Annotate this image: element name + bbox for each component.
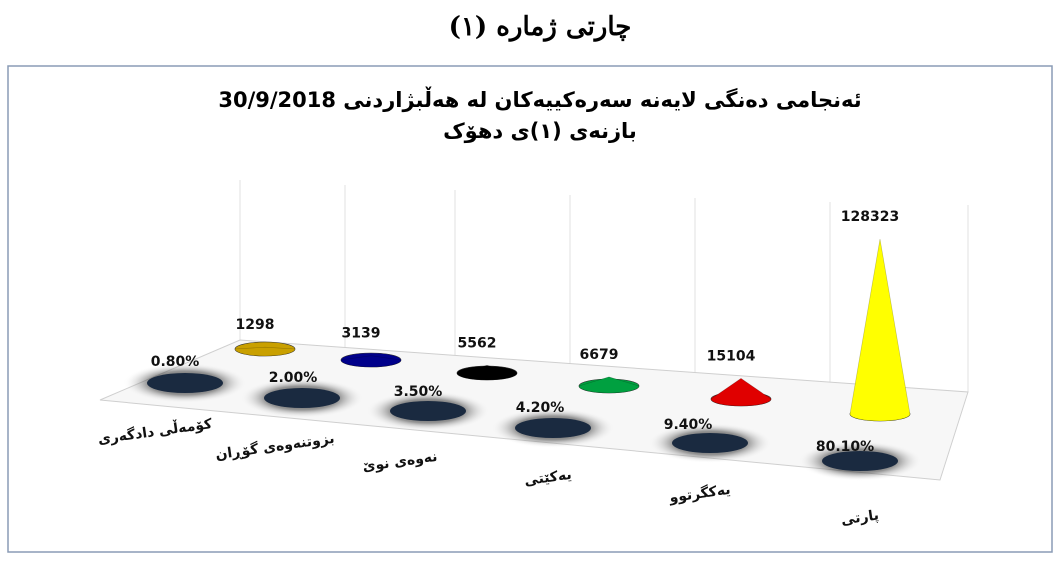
category-label: پارتی <box>840 507 880 528</box>
cone <box>849 238 911 422</box>
share-label: 2.00% <box>269 370 318 386</box>
cone-part <box>234 346 296 357</box>
cone <box>340 352 402 368</box>
back-wall <box>239 180 969 392</box>
value-label: 6679 <box>580 347 619 363</box>
cone <box>710 378 772 407</box>
cone <box>234 341 296 357</box>
share-disc <box>147 373 223 393</box>
share-label: 4.20% <box>516 400 565 416</box>
cone-part <box>710 378 772 407</box>
chart-subtitle: بازنەی (١)ی دهۆک <box>443 119 637 143</box>
page-header: چارتی ژمارە (١) <box>449 12 632 42</box>
share-label: 0.80% <box>151 354 200 370</box>
share-disc <box>672 433 748 453</box>
value-label: 5562 <box>458 335 497 351</box>
cone-part <box>578 376 640 394</box>
cone-part <box>456 365 518 381</box>
value-label: 15104 <box>707 348 756 364</box>
chart-title: ئەنجامی دەنگی لایەنە سەرەکییەکان لە هەڵب… <box>218 86 861 112</box>
share-label: 80.10% <box>816 439 874 455</box>
cone-part <box>849 238 911 422</box>
value-label: 3139 <box>342 326 381 342</box>
share-label: 3.50% <box>394 384 443 400</box>
share-label: 9.40% <box>664 417 713 433</box>
category-label: یەکێتی <box>523 467 572 489</box>
value-label: 1298 <box>236 317 275 333</box>
share-disc <box>264 388 340 408</box>
cone <box>456 365 518 381</box>
value-label: 128323 <box>841 209 899 225</box>
share-disc <box>822 451 898 471</box>
cone <box>578 376 640 394</box>
share-disc <box>515 418 591 438</box>
cone-part <box>340 355 402 368</box>
share-disc <box>390 401 466 421</box>
